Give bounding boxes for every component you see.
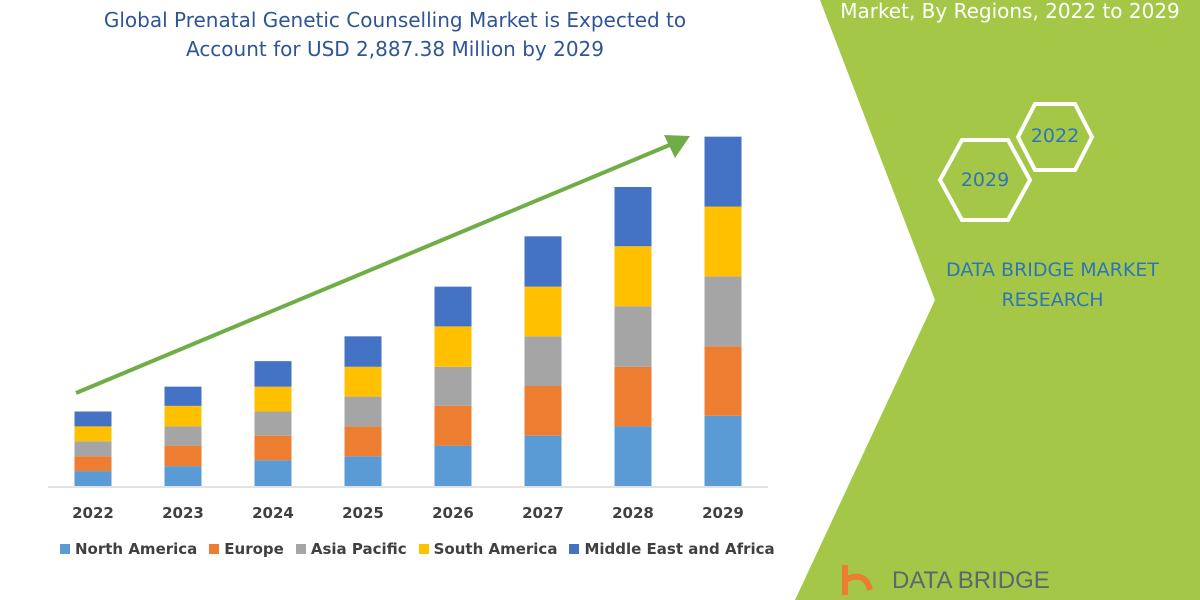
logo-text: DATA BRIDGE bbox=[892, 567, 1050, 594]
bar-segment-europe-2022 bbox=[74, 456, 112, 472]
x-tick-label: 2024 bbox=[252, 504, 294, 522]
x-tick-label: 2022 bbox=[72, 504, 114, 522]
bar-segment-europe-2023 bbox=[164, 445, 202, 467]
bar-segment-middle-east-and-africa-2025 bbox=[344, 336, 382, 367]
legend-label: Europe bbox=[224, 540, 284, 558]
legend-swatch bbox=[418, 544, 429, 554]
hex-year-2029: 2029 bbox=[960, 169, 1010, 191]
brand-line-2: RESEARCH bbox=[1001, 289, 1104, 311]
logo-icon bbox=[842, 565, 873, 595]
legend-item: South America bbox=[418, 540, 558, 558]
legend: North America Europe Asia Pacific South Ame… bbox=[60, 540, 775, 558]
x-tick-label: 2028 bbox=[612, 504, 654, 522]
legend-swatch bbox=[209, 544, 220, 554]
bar-segment-middle-east-and-africa-2026 bbox=[434, 286, 472, 327]
bar-segment-asia-pacific-2029 bbox=[704, 276, 742, 347]
title-line-2: Account for USD 2,887.38 Million by 2029 bbox=[185, 37, 605, 61]
bar-segment-europe-2026 bbox=[434, 405, 472, 446]
bar-segment-north-america-2024 bbox=[254, 460, 292, 486]
brand-name: DATA BRIDGE MARKET RESEARCH bbox=[925, 255, 1180, 315]
bar-segment-south-america-2029 bbox=[704, 206, 742, 277]
legend-label: Asia Pacific bbox=[310, 540, 407, 558]
legend-label: Middle East and Africa bbox=[584, 540, 775, 558]
bar-segment-north-america-2026 bbox=[434, 445, 472, 486]
bar-segment-middle-east-and-africa-2024 bbox=[254, 361, 292, 387]
bar-segment-asia-pacific-2023 bbox=[164, 426, 202, 446]
bar-segment-north-america-2028 bbox=[614, 426, 652, 486]
chart-subtitle: Market, By Regions, 2022 to 2029 bbox=[840, 0, 1180, 23]
bar-segment-north-america-2023 bbox=[164, 466, 202, 486]
legend-swatch bbox=[295, 544, 306, 554]
hexagon-2022 bbox=[1015, 102, 1095, 172]
x-tick-label: 2027 bbox=[522, 504, 564, 522]
bar-segment-europe-2029 bbox=[704, 346, 742, 416]
trend-arrow-line bbox=[75, 142, 673, 395]
legend-label: North America bbox=[75, 540, 198, 558]
legend-swatch bbox=[569, 544, 580, 554]
bar-segment-south-america-2025 bbox=[344, 366, 382, 397]
hexagon-2029 bbox=[937, 138, 1033, 222]
brand-line-1: DATA BRIDGE MARKET bbox=[946, 259, 1159, 281]
bar-segment-south-america-2026 bbox=[434, 326, 472, 367]
legend-swatch bbox=[60, 544, 70, 554]
bar-segment-asia-pacific-2022 bbox=[74, 441, 112, 457]
x-tick-label: 2025 bbox=[342, 504, 384, 522]
x-tick-label: 2026 bbox=[432, 504, 474, 522]
green-side-panel bbox=[795, 0, 1200, 600]
bar-segment-asia-pacific-2027 bbox=[524, 336, 562, 386]
hex-year-2022: 2022 bbox=[1030, 125, 1080, 147]
bar-segment-north-america-2025 bbox=[344, 456, 382, 486]
bar-segment-asia-pacific-2028 bbox=[614, 306, 652, 367]
bar-segment-north-america-2029 bbox=[704, 415, 742, 486]
bar-segment-asia-pacific-2024 bbox=[254, 411, 292, 436]
bar-segment-europe-2024 bbox=[254, 435, 292, 461]
legend-item: Asia Pacific bbox=[295, 540, 407, 558]
bar-segment-middle-east-and-africa-2029 bbox=[704, 136, 742, 207]
bar-segment-south-america-2022 bbox=[74, 426, 112, 442]
bar-segment-europe-2027 bbox=[524, 385, 562, 436]
bar-segment-europe-2025 bbox=[344, 426, 382, 457]
legend-label: South America bbox=[433, 540, 558, 558]
bar-segment-south-america-2027 bbox=[524, 286, 562, 337]
trend-arrow-head-icon bbox=[664, 135, 690, 158]
bar-segment-middle-east-and-africa-2028 bbox=[614, 186, 652, 247]
bar-segment-asia-pacific-2026 bbox=[434, 366, 472, 406]
title-line-1: Global Prenatal Genetic Counselling Mark… bbox=[103, 8, 687, 32]
bar-segment-middle-east-and-africa-2027 bbox=[524, 236, 562, 287]
x-tick-label: 2023 bbox=[162, 504, 204, 522]
bar-segment-europe-2028 bbox=[614, 366, 652, 427]
bar-segment-north-america-2027 bbox=[524, 435, 562, 486]
chart-plot: 2022 2023 2024 2025 2026 2027 2028 2029 bbox=[48, 135, 768, 522]
bar-segment-middle-east-and-africa-2023 bbox=[164, 386, 202, 406]
bar-segment-asia-pacific-2025 bbox=[344, 396, 382, 427]
bar-segment-middle-east-and-africa-2022 bbox=[74, 411, 112, 427]
legend-item: North America bbox=[60, 540, 197, 558]
legend-item: Europe bbox=[209, 540, 284, 558]
bar-segment-south-america-2024 bbox=[254, 386, 292, 412]
bar-segment-north-america-2022 bbox=[74, 471, 112, 486]
bar-segment-south-america-2023 bbox=[164, 405, 202, 427]
x-tick-label: 2029 bbox=[702, 504, 744, 522]
chart-title: Global Prenatal Genetic Counselling Mark… bbox=[60, 6, 730, 64]
bar-segment-south-america-2028 bbox=[614, 246, 652, 307]
legend-item: Middle East and Africa bbox=[569, 540, 775, 558]
